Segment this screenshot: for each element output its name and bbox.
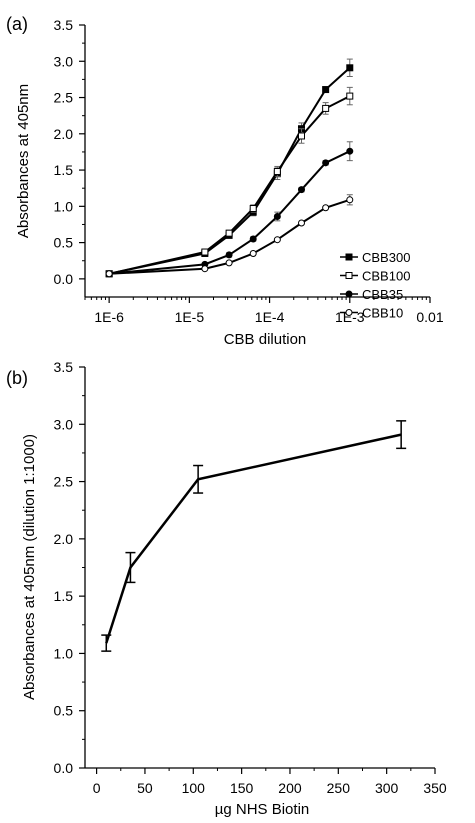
y-tick-label: 1.5 (54, 162, 74, 178)
x-tick-label: 1E-5 (175, 309, 205, 325)
data-point (345, 290, 353, 298)
data-point (201, 248, 209, 256)
y-tick-label: 3.0 (54, 416, 74, 432)
panel-a-x-axis-label: CBB dilution (224, 331, 307, 348)
x-tick-label: 50 (137, 780, 153, 796)
data-point (249, 249, 257, 257)
panel-b-y-axis-label: Absorbances at 405nm (dilution 1:1000) (21, 434, 38, 700)
panel-b-x-axis-label: µg NHS Biotin (215, 801, 310, 818)
data-point (345, 272, 353, 279)
data-point (322, 86, 330, 94)
series-line (108, 95, 351, 275)
x-tick-label: 1E-6 (94, 309, 124, 325)
y-tick-label: 2.0 (54, 531, 74, 547)
panel-b-label: (b) (6, 368, 28, 388)
series-cbb300 (105, 58, 354, 278)
series-cbb100 (105, 86, 354, 278)
legend-label: CBB10 (362, 306, 403, 321)
data-point (297, 219, 305, 227)
data-point (346, 196, 354, 204)
x-tick-label: 0.01 (416, 309, 443, 325)
panel-a-label: (a) (6, 14, 28, 34)
series-line (109, 198, 351, 275)
panel-b-series (101, 420, 407, 652)
legend-label: CBB300 (362, 250, 410, 265)
y-tick-label: 0.5 (54, 703, 74, 719)
legend-label: CBB35 (362, 287, 403, 302)
data-point (322, 159, 330, 167)
x-tick-label: 200 (278, 780, 302, 796)
panel-b-ticks: 0.0 0.5 1.0 1.5 2.0 2.5 3.0 3.5 0 50 100 150 200 250 3… (54, 359, 447, 796)
data-point (346, 147, 354, 155)
data-point (322, 204, 330, 212)
y-tick-label: 0.0 (54, 271, 74, 287)
series-cbb10 (105, 194, 354, 278)
data-point (297, 186, 305, 194)
panel-a-y-axis-label: Absorbances at 405nm (15, 84, 32, 238)
panel-a-series (105, 58, 354, 278)
data-point (273, 168, 281, 176)
panel-b: (b) 0.0 0.5 1.0 1.5 2.0 2.5 3.0 3.5 0 50 100 150 200… (6, 359, 447, 818)
y-tick-label: 2.0 (54, 126, 74, 142)
series-line (108, 67, 351, 275)
series-0 (101, 420, 407, 652)
x-tick-label: 100 (182, 780, 206, 796)
data-point (273, 212, 281, 220)
data-point (345, 309, 353, 316)
y-tick-label: 1.5 (54, 588, 74, 604)
x-tick-label: 350 (423, 780, 447, 796)
y-tick-label: 0.0 (54, 760, 74, 776)
x-tick-label: 1E-4 (255, 309, 285, 325)
data-point (346, 92, 354, 100)
y-tick-label: 2.5 (54, 90, 74, 106)
data-point (225, 259, 233, 267)
series-line (105, 433, 402, 644)
data-point (225, 229, 233, 237)
panel-a: (a) 0.0 0.5 1.0 1.5 2.0 2.5 3.0 3.5 1E-6 1E-5 1E-4… (6, 14, 444, 348)
y-tick-label: 3.0 (54, 53, 74, 69)
legend-label: CBB100 (362, 269, 410, 284)
x-tick-label: 250 (327, 780, 351, 796)
y-tick-label: 2.5 (54, 474, 74, 490)
data-point (105, 270, 113, 278)
panel-a-legend: CBB300 CBB100 CBB35 CBB10 (340, 250, 410, 321)
x-tick-label: 300 (375, 780, 399, 796)
series-line (109, 150, 351, 275)
data-point (345, 253, 353, 261)
x-tick-label: 0 (93, 780, 101, 796)
y-tick-label: 0.5 (54, 235, 74, 251)
data-point (201, 265, 209, 273)
data-point (346, 64, 354, 72)
data-point (249, 235, 257, 243)
y-tick-label: 3.5 (54, 17, 74, 33)
y-tick-label: 1.0 (54, 198, 74, 214)
data-point (225, 251, 233, 259)
y-tick-label: 3.5 (54, 359, 74, 375)
data-point (273, 236, 281, 244)
x-tick-label: 150 (230, 780, 254, 796)
y-tick-label: 1.0 (54, 645, 74, 661)
data-point (297, 132, 305, 140)
data-point (249, 205, 257, 213)
series-cbb35 (105, 141, 354, 278)
data-point (322, 104, 330, 112)
